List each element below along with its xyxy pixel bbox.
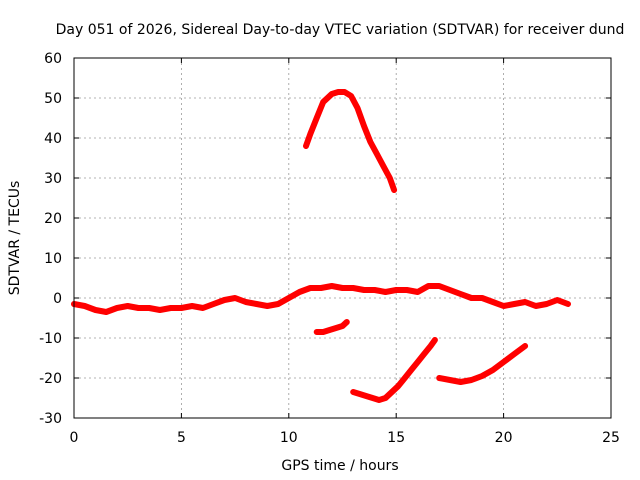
series-line-rise-2 (436, 343, 529, 385)
y-tick-label: -10 (39, 331, 62, 347)
x-axis-title: GPS time / hours (281, 458, 398, 474)
grid (74, 58, 611, 418)
y-tick-label: 10 (44, 251, 62, 267)
y-tick-label: 40 (44, 131, 62, 147)
series-line-rise-1 (350, 337, 438, 403)
y-tick-label: 60 (44, 51, 62, 67)
x-tick-label: 15 (387, 430, 405, 446)
x-tick-label: 25 (602, 430, 620, 446)
y-tick-label: -30 (39, 411, 62, 427)
y-tick-label: 20 (44, 211, 62, 227)
chart-title: Day 051 of 2026, Sidereal Day-to-day VTE… (56, 22, 625, 38)
y-axis: -30 -20 -10 0 10 20 30 40 50 60 (39, 51, 611, 427)
y-tick-label: 50 (44, 91, 62, 107)
y-tick-label: -20 (39, 371, 62, 387)
series-line-short-dip (313, 319, 350, 335)
y-tick-label: 30 (44, 171, 62, 187)
y-axis-title: SDTVAR / TECUs (7, 181, 23, 296)
x-tick-label: 10 (280, 430, 298, 446)
x-axis: 0 5 10 15 20 25 (70, 58, 620, 446)
series-layer (71, 89, 571, 403)
plot-frame (73, 57, 612, 419)
series-line-main (71, 283, 571, 315)
x-tick-label: 0 (70, 430, 79, 446)
x-tick-label: 20 (495, 430, 513, 446)
y-tick-label: 0 (53, 291, 62, 307)
series-line-arc-high (303, 89, 398, 193)
x-tick-label: 5 (177, 430, 186, 446)
